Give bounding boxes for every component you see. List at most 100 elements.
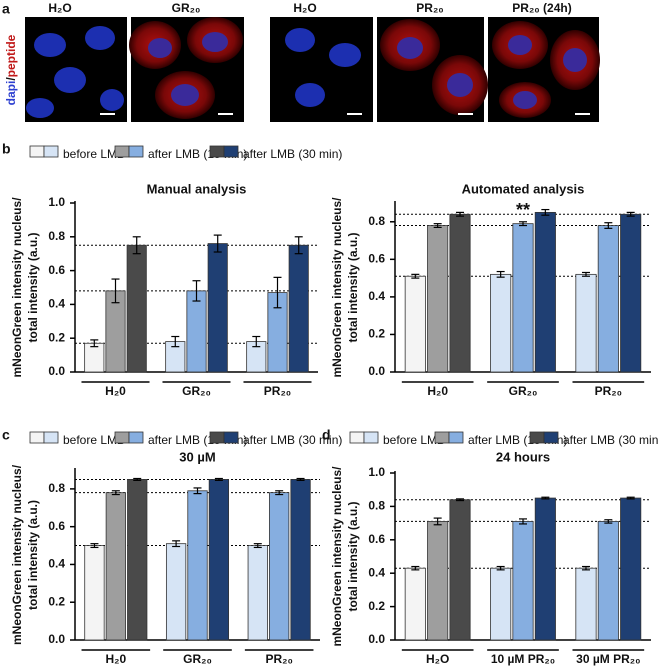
legend-label: after LMB (30 min) bbox=[243, 433, 342, 447]
y-tick-label: 0.0 bbox=[368, 364, 385, 378]
bar bbox=[620, 497, 642, 641]
image-title: PR₂₀ bbox=[416, 1, 443, 15]
y-tick-label: 0.8 bbox=[368, 499, 385, 513]
y-axis-label: mNeonGreen intensity nucleus/ bbox=[330, 197, 344, 378]
nucleus bbox=[285, 28, 315, 52]
y-tick-label: 0.2 bbox=[368, 327, 385, 341]
panel-letter: b bbox=[2, 141, 11, 157]
error-bar bbox=[581, 271, 590, 277]
y-tick-label: 0.0 bbox=[368, 632, 385, 646]
image-title: H₂O bbox=[48, 1, 71, 15]
y-tick-label: 0.8 bbox=[48, 229, 65, 243]
chart-title: 24 hours bbox=[496, 449, 550, 464]
nucleus bbox=[54, 67, 86, 93]
y-tick-label: 1.0 bbox=[368, 465, 385, 479]
error-bar bbox=[456, 211, 465, 217]
panel-letter: a bbox=[2, 1, 10, 17]
error-bar bbox=[213, 234, 222, 253]
y-tick-label: 0.4 bbox=[48, 297, 65, 311]
error-bar bbox=[90, 543, 99, 549]
y-tick-label: 0.6 bbox=[48, 263, 65, 277]
error-bar bbox=[411, 565, 420, 571]
significance: ** bbox=[516, 200, 530, 220]
panel-letter: c bbox=[2, 427, 10, 443]
bar bbox=[404, 275, 426, 373]
x-tick-label: PR₂₀ bbox=[265, 652, 292, 666]
bar bbox=[534, 211, 556, 373]
bar bbox=[186, 290, 207, 373]
legend-swatch bbox=[223, 145, 239, 158]
nucleus bbox=[295, 83, 325, 107]
bar bbox=[269, 492, 290, 641]
bar bbox=[288, 244, 309, 373]
legend-swatch bbox=[434, 431, 450, 444]
y-axis-label: mNeonGreen intensity nucleus/ bbox=[10, 197, 24, 378]
nucleus bbox=[329, 43, 361, 67]
image-title: GR₂₀ bbox=[172, 1, 201, 15]
bar bbox=[84, 342, 105, 373]
error-bar bbox=[192, 280, 201, 302]
error-bar bbox=[90, 339, 99, 348]
error-bar bbox=[214, 477, 223, 481]
bar bbox=[449, 499, 471, 641]
legend-swatch bbox=[29, 431, 45, 444]
y-tick-label: 0.0 bbox=[48, 364, 65, 378]
bar bbox=[127, 479, 148, 641]
error-bar bbox=[519, 221, 527, 227]
x-tick-label: GR₂₀ bbox=[509, 384, 538, 398]
x-tick-label: PR₂₀ bbox=[264, 384, 291, 398]
error-bar bbox=[626, 211, 635, 217]
image bbox=[270, 17, 373, 122]
y-axis-label: total intensity (a.u.) bbox=[346, 501, 360, 611]
bar bbox=[207, 243, 228, 373]
error-bar bbox=[604, 519, 613, 524]
error-bar bbox=[111, 490, 120, 496]
legend-swatch bbox=[114, 431, 130, 444]
bar bbox=[404, 567, 426, 641]
bar bbox=[427, 225, 449, 373]
legend-swatch bbox=[363, 431, 379, 444]
bar bbox=[208, 479, 230, 641]
legend-swatch bbox=[543, 431, 559, 444]
bar bbox=[427, 521, 449, 641]
x-tick-label: PR₂₀ bbox=[595, 384, 622, 398]
panel-letter: d bbox=[322, 427, 331, 443]
legend-swatch bbox=[209, 145, 225, 158]
image-title: PR₂₀ (24h) bbox=[512, 1, 571, 15]
x-tick-label: 30 µM PR₂₀ bbox=[576, 652, 640, 666]
bar bbox=[597, 521, 619, 641]
x-tick-label: GR₂₀ bbox=[182, 384, 211, 398]
error-bar bbox=[296, 477, 305, 481]
nucleus bbox=[100, 89, 124, 111]
legend-swatch bbox=[349, 431, 365, 444]
error-bar bbox=[275, 490, 284, 496]
nucleus bbox=[202, 32, 228, 52]
bar bbox=[105, 492, 126, 641]
error-bar bbox=[171, 335, 180, 348]
bar bbox=[126, 244, 147, 373]
x-tick-label: H₂O bbox=[426, 652, 449, 666]
bar bbox=[247, 545, 268, 641]
x-tick-label: 10 µM PR₂₀ bbox=[491, 652, 555, 666]
error-bar bbox=[604, 222, 613, 229]
x-tick-label: H₂0 bbox=[105, 652, 126, 666]
y-tick-label: 0.6 bbox=[368, 532, 385, 546]
error-bar bbox=[433, 223, 442, 229]
y-tick-label: 0.6 bbox=[48, 519, 65, 533]
legend-swatch bbox=[29, 145, 45, 158]
error-bar bbox=[581, 565, 590, 571]
y-tick-label: 0.4 bbox=[48, 557, 65, 571]
error-bar bbox=[253, 543, 262, 549]
error-bar bbox=[294, 236, 303, 255]
error-bar bbox=[193, 487, 202, 495]
y-tick-label: 0.2 bbox=[48, 330, 65, 344]
bar bbox=[490, 567, 512, 641]
bar bbox=[84, 545, 105, 641]
x-tick-label: H₂0 bbox=[427, 384, 448, 398]
legend-swatch bbox=[43, 145, 59, 158]
bar bbox=[490, 273, 512, 373]
nucleus bbox=[148, 38, 172, 58]
nucleus bbox=[397, 37, 423, 59]
legend-swatch bbox=[114, 145, 130, 158]
